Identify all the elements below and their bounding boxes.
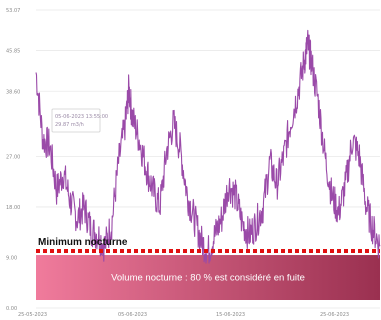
y-tick-label: 0.00: [6, 306, 17, 312]
tooltip-box: [51, 108, 101, 133]
x-tick-label: 25-06-2023: [320, 312, 349, 318]
tooltip-value: 29.87 m3/h: [55, 122, 84, 128]
x-tick-label: 15-06-2023: [216, 312, 245, 318]
y-tick-label: 27.00: [6, 154, 20, 160]
series-line: [35, 29, 381, 264]
minimum-nocturnal-label: Minimum nocturne: [38, 237, 128, 248]
leak-volume-label: Volume nocturne : 80 % est considéré en …: [111, 273, 305, 284]
y-tick-label: 9.00: [6, 255, 17, 261]
y-tick-label: 18.00: [6, 205, 20, 211]
y-tick-label: 38.60: [6, 89, 20, 95]
series-layer: [35, 29, 381, 264]
tooltip: 05-06-2023 13:55:00 29.87 m3/h: [51, 108, 108, 133]
x-axis-ticks: 25-05-2023 05-06-2023 15-06-2023 25-06-2023: [18, 312, 349, 318]
tooltip-timestamp: 05-06-2023 13:55:00: [55, 114, 108, 120]
x-tick-label: 25-05-2023: [18, 312, 47, 318]
y-tick-label: 45.85: [6, 49, 20, 55]
leak-volume-band: [36, 255, 380, 300]
y-tick-label: 53.07: [6, 8, 20, 14]
x-tick-label: 05-06-2023: [118, 312, 147, 318]
y-axis-ticks: 53.07 45.85 38.60 27.00 18.00 9.00 0.00: [6, 8, 20, 312]
